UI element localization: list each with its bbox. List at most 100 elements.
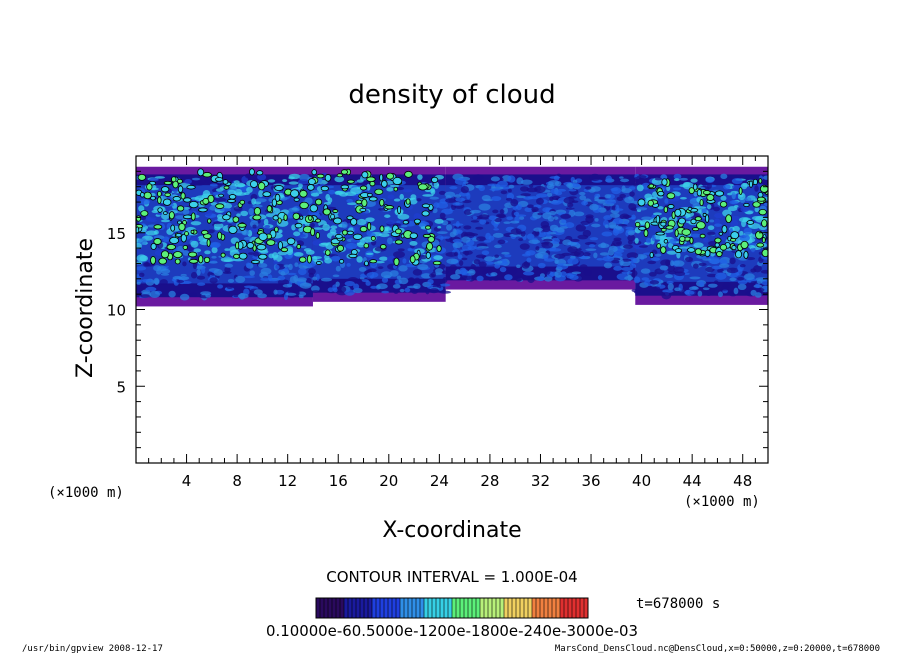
contour-blob — [180, 233, 187, 243]
contour-blob — [218, 193, 224, 198]
contour-blob — [663, 206, 668, 213]
cloud-speckle-cell — [322, 223, 330, 231]
cloud-speckle-cell — [568, 264, 580, 272]
cloud-speckle-cell — [299, 282, 312, 289]
contour-blob — [735, 250, 743, 259]
cloud-speckle-cell — [454, 197, 466, 202]
contour-blob — [758, 178, 763, 184]
cloud-speckle-cell — [665, 274, 673, 279]
cloud-speckle-cell — [376, 283, 388, 290]
cloud-speckle-cell — [612, 252, 623, 258]
cloud-speckle-cell — [433, 181, 440, 189]
contour-blob — [687, 206, 693, 211]
cloud-speckle-cell — [537, 276, 545, 282]
cloud-speckle-cell — [604, 194, 612, 199]
colorbar-cell — [336, 598, 340, 618]
cloud-speckle-cell — [505, 197, 513, 201]
cloud-speckle-cell — [707, 183, 712, 189]
cloud-speckle-cell — [303, 248, 312, 252]
contour-blob — [749, 180, 753, 188]
cloud-speckle-cell — [233, 180, 240, 184]
cloud-speckle-cell — [196, 269, 201, 276]
cloud-speckle-cell — [568, 196, 577, 199]
colorbar-cell — [400, 598, 404, 618]
cloud-speckle-cell — [328, 189, 336, 195]
contour-blob — [369, 259, 378, 264]
contour-blob — [286, 237, 296, 245]
contour-blob — [232, 216, 240, 223]
cloud-speckle-cell — [652, 286, 661, 291]
cloud-speckle-cell — [567, 202, 574, 208]
cloud-speckle-cell — [706, 273, 718, 278]
colorbar-cell — [364, 598, 368, 618]
cloud-speckle-cell — [612, 218, 624, 225]
contour-blob — [220, 252, 226, 258]
contour-blob — [355, 199, 363, 205]
cloud-speckle-cell — [260, 267, 272, 275]
cloud-speckle-cell — [698, 281, 705, 287]
colorbar-cell — [436, 598, 440, 618]
cloud-speckle-cell — [633, 276, 641, 284]
contour-blob — [692, 227, 700, 232]
cloud-speckle-cell — [472, 215, 478, 220]
cloud-speckle-cell — [467, 245, 476, 251]
contour-blob — [395, 228, 402, 235]
cloud-speckle-cell — [628, 195, 633, 200]
contour-blob — [228, 194, 237, 200]
colorbar-cell — [360, 598, 364, 618]
contour-blob — [756, 196, 766, 202]
cloud-speckle-cell — [534, 252, 543, 259]
cloud-speckle-cell — [341, 221, 348, 229]
contour-blob — [394, 239, 403, 245]
contour-blob — [336, 173, 343, 178]
colorbar-cell — [456, 598, 460, 618]
cloud-speckle-cell — [594, 199, 605, 202]
cloud-speckle-cell — [601, 231, 613, 237]
cloud-speckle-cell — [615, 204, 620, 212]
contour-blob — [183, 197, 192, 203]
cloud-speckle-cell — [760, 269, 768, 274]
cloud-speckle-cell — [603, 262, 613, 269]
cloud-speckle-cell — [621, 185, 626, 192]
cloud-speckle-cell — [222, 271, 232, 274]
cloud-speckle-cell — [436, 201, 449, 209]
cloud-speckle-cell — [571, 271, 582, 275]
cloud-speckle-cell — [288, 207, 300, 212]
cloud-speckle-cell — [160, 268, 171, 274]
cloud-speckle-cell — [429, 196, 440, 200]
cloud-speckle-cell — [138, 272, 145, 278]
cloud-speckle-cell — [267, 274, 273, 282]
cloud-speckle-cell — [377, 266, 384, 270]
cloud-speckle-cell — [515, 214, 527, 217]
cloud-speckle-cell — [580, 220, 590, 225]
contour-blob — [746, 220, 755, 225]
cloud-speckle-cell — [547, 215, 555, 222]
cloud-speckle-cell — [730, 220, 739, 227]
cloud-speckle-cell — [182, 208, 190, 215]
cloud-speckle-cell — [175, 215, 185, 220]
cloud-speckle-cell — [727, 206, 738, 212]
cloud-speckle-cell — [588, 244, 596, 248]
contour-blob — [756, 242, 765, 248]
contour-blob — [667, 204, 675, 209]
cloud-speckle-cell — [717, 291, 723, 298]
cloud-speckle-cell — [190, 221, 202, 226]
cloud-speckle-cell — [640, 268, 651, 274]
contour-blob — [666, 192, 676, 200]
cloud-speckle-cell — [628, 269, 638, 277]
cloud-speckle-cell — [326, 281, 335, 286]
contour-blob — [161, 186, 170, 193]
contour-blob — [731, 245, 737, 251]
contour-blob — [190, 229, 195, 234]
cloud-speckle-cell — [715, 272, 727, 280]
cloud-speckle-cell — [489, 188, 501, 191]
cloud-speckle-cell — [666, 185, 671, 191]
contour-blob — [370, 235, 376, 241]
cloud-speckle-cell — [549, 248, 562, 252]
cloud-speckle-cell — [154, 176, 165, 179]
colorbar-cell — [372, 598, 376, 618]
colorbar-cell — [472, 598, 476, 618]
contour-blob — [178, 222, 186, 231]
contour-blob — [258, 232, 268, 241]
